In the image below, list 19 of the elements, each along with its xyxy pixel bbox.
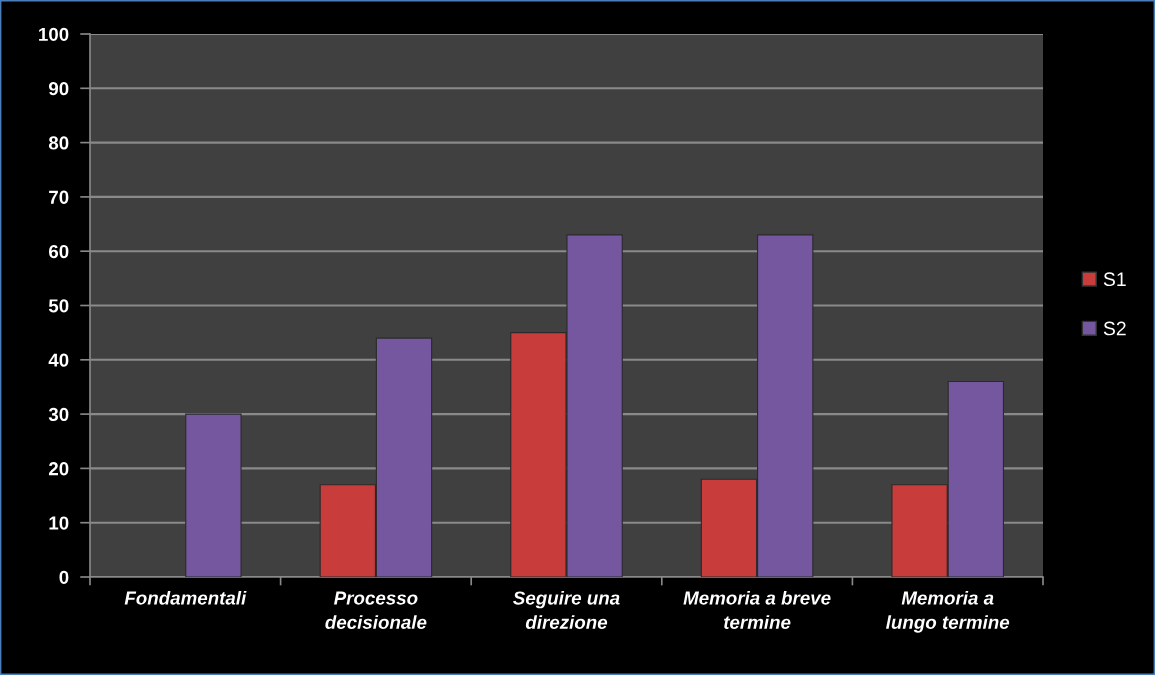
x-tick-label: Memoria a breve termine [683, 590, 831, 629]
y-tick-label: 100 [39, 27, 69, 41]
y-tick-label: 70 [49, 190, 69, 204]
x-tick-label: Processo decisionale [325, 591, 427, 629]
bar [185, 413, 242, 577]
y-tick-label: 60 [49, 244, 69, 259]
x-tick-label: Memoria a lungo termine [886, 590, 1010, 633]
legend-label: S1 [1103, 272, 1126, 287]
y-tick-label: 0 [59, 570, 69, 584]
y-tick-label: 20 [48, 462, 69, 476]
x-tick-label: Seguire una direzione [513, 590, 620, 629]
y-tick-label: 50 [48, 299, 69, 313]
y-tick-label: 40 [48, 353, 69, 367]
y-tick-label: 30 [48, 407, 69, 422]
y-tick-label: 80 [48, 136, 69, 150]
legend-label: S2 [1103, 321, 1126, 336]
y-tick-label: 90 [48, 82, 69, 96]
y-tick-label: 10 [49, 516, 69, 530]
x-tick-label: Fondamentali [124, 590, 247, 605]
